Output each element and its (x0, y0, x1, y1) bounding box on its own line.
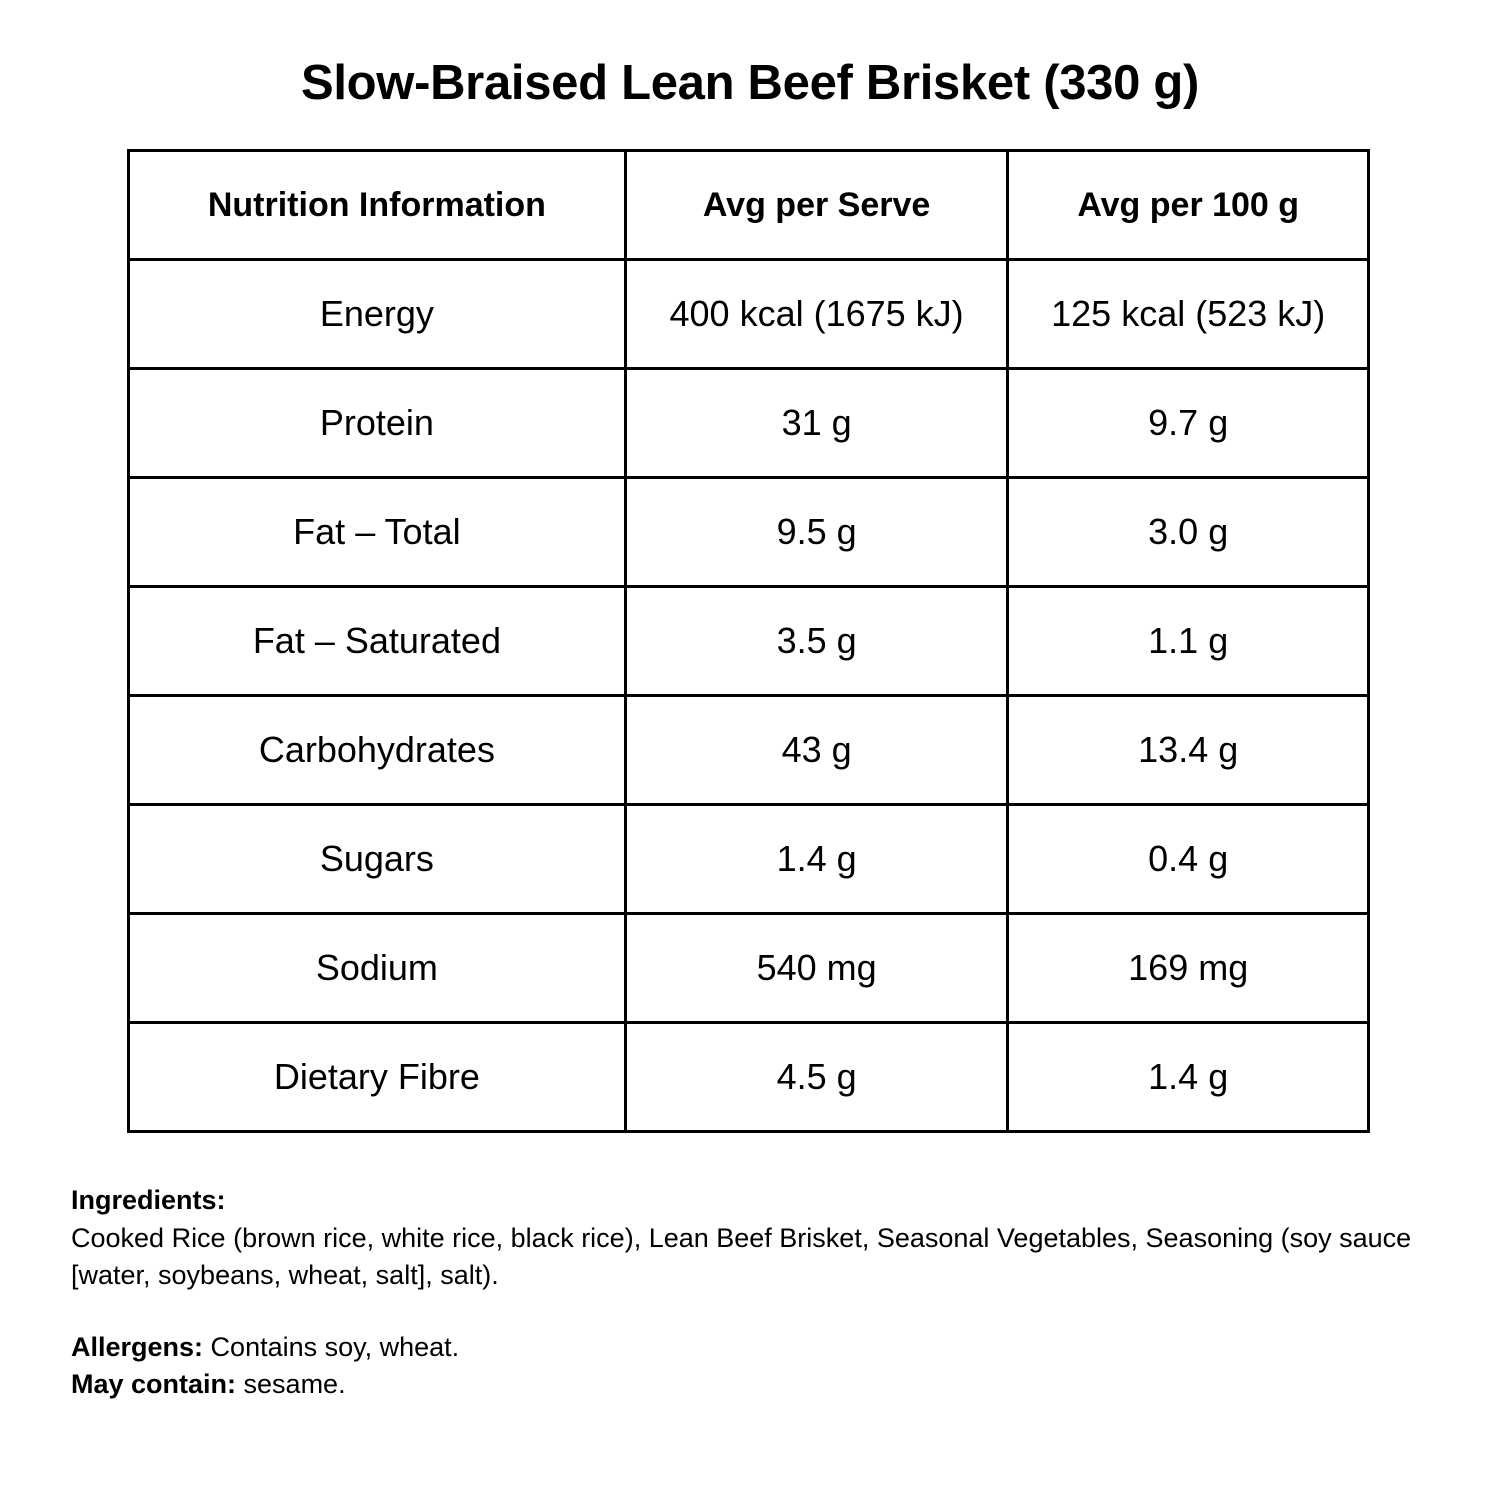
page-title: Slow-Braised Lean Beef Brisket (330 g) (300, 56, 1200, 110)
table-row: Dietary Fibre 4.5 g 1.4 g (127, 1021, 1370, 1133)
ingredients-section: Ingredients: Cooked Rice (brown rice, wh… (71, 1182, 1471, 1295)
per-serve-value: 540 mg (623, 912, 1010, 1024)
nutrient-name: Sodium (127, 912, 627, 1024)
per-serve-value: 43 g (623, 694, 1010, 806)
table-row: Sodium 540 mg 169 mg (127, 912, 1370, 1024)
nutrient-name: Protein (127, 367, 627, 479)
nutrient-name: Fat – Total (127, 476, 627, 588)
nutrition-table: Nutrition Information Avg per Serve Avg … (127, 149, 1370, 1133)
table-row: Fat – Total 9.5 g 3.0 g (127, 476, 1370, 588)
nutrient-name: Fat – Saturated (127, 585, 627, 697)
ingredients-text: Cooked Rice (brown rice, white rice, bla… (71, 1222, 1412, 1291)
product-notes: Ingredients: Cooked Rice (brown rice, wh… (71, 1182, 1471, 1404)
allergens-text: Contains soy, wheat. (203, 1331, 460, 1362)
per-serve-value: 1.4 g (623, 803, 1010, 915)
nutrient-name: Energy (127, 258, 627, 370)
per-100g-value: 169 mg (1006, 912, 1370, 1024)
table-row: Energy 400 kcal (1675 kJ) 125 kcal (523 … (127, 258, 1370, 370)
per-100g-value: 9.7 g (1006, 367, 1370, 479)
allergens-label: Allergens: (71, 1331, 204, 1362)
header-avg-per-serve: Avg per Serve (623, 149, 1010, 261)
may-contain-text: sesame. (236, 1369, 346, 1399)
per-serve-value: 9.5 g (623, 476, 1010, 588)
per-serve-value: 3.5 g (623, 585, 1010, 697)
header-nutrition-information: Nutrition Information (127, 149, 627, 261)
table-header-row: Nutrition Information Avg per Serve Avg … (127, 149, 1370, 261)
per-100g-value: 1.4 g (1006, 1021, 1370, 1133)
header-avg-per-100g: Avg per 100 g (1006, 149, 1370, 261)
nutrient-name: Dietary Fibre (127, 1021, 627, 1133)
table-row: Protein 31 g 9.7 g (127, 367, 1370, 479)
table-row: Carbohydrates 43 g 13.4 g (127, 694, 1370, 806)
per-100g-value: 1.1 g (1006, 585, 1370, 697)
per-100g-value: 0.4 g (1006, 803, 1370, 915)
may-contain-label: May contain: (71, 1369, 237, 1399)
ingredients-label: Ingredients: (71, 1185, 226, 1215)
nutrient-name: Sugars (127, 803, 627, 915)
per-serve-value: 400 kcal (1675 kJ) (623, 258, 1010, 370)
per-100g-value: 125 kcal (523 kJ) (1006, 258, 1370, 370)
allergens-line: Allergens: Contains soy, wheat. (71, 1329, 1471, 1367)
nutrient-name: Carbohydrates (127, 694, 627, 806)
table-row: Sugars 1.4 g 0.4 g (127, 803, 1370, 915)
may-contain-line: May contain: sesame. (71, 1366, 1471, 1404)
per-serve-value: 4.5 g (623, 1021, 1010, 1133)
per-100g-value: 3.0 g (1006, 476, 1370, 588)
per-serve-value: 31 g (623, 367, 1010, 479)
per-100g-value: 13.4 g (1006, 694, 1370, 806)
table-row: Fat – Saturated 3.5 g 1.1 g (127, 585, 1370, 697)
